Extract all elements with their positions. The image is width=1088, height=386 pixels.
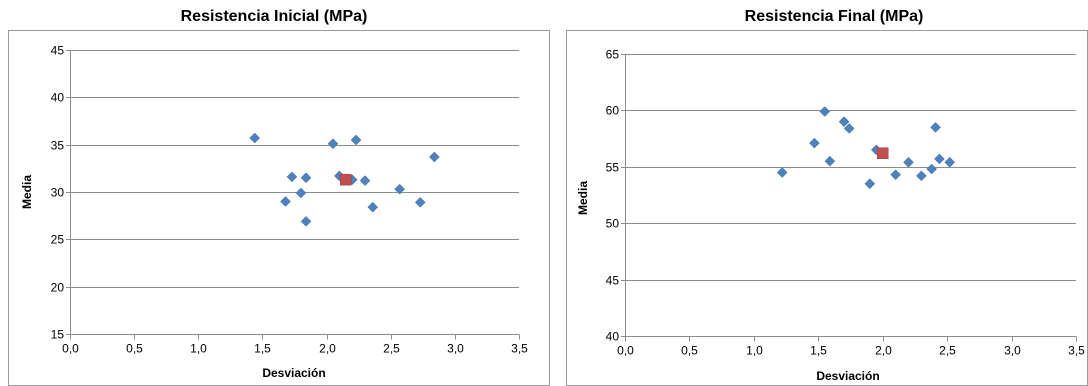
data-point [916,170,927,182]
data-point [809,137,820,149]
data-point [926,163,938,175]
x-tick-label: 1,5 [810,344,827,358]
chart-resistencia-inicial: Resistencia Inicial (MPa) 15 20 25 30 35 40 45… [8,8,550,386]
x-tick-label: 0,5 [126,342,143,356]
y-tick-label: 40 [606,330,620,344]
x-tick-label: 0,0 [617,344,634,358]
y-tick-label: 45 [606,274,620,288]
data-point [350,134,362,146]
chart-frame [8,30,550,386]
mean-point [876,147,889,160]
data-point [394,183,406,195]
data-point [280,196,291,207]
data-point [930,121,941,133]
data-point [824,155,836,167]
y-tick-label: 50 [606,217,620,231]
x-axis-title: Desviación [816,369,879,383]
x-tick-label: 1,0 [746,344,763,358]
data-point [838,116,850,128]
data-point [944,156,956,168]
x-tick-label: 1,0 [190,342,207,356]
data-point [300,215,312,227]
x-tick-label: 0,5 [681,344,698,358]
data-point [819,106,831,117]
y-tick-label: 60 [606,104,620,118]
data-point [428,151,440,163]
x-tick-label: 2,5 [383,342,400,356]
chart-title: Resistencia Final (MPa) [745,8,924,25]
data-point [295,187,307,199]
data-point [843,123,855,134]
data-point [890,169,901,181]
x-tick-label: 1,5 [254,342,271,356]
y-axis-title: Media [576,181,590,215]
data-point [327,138,339,150]
chart-resistencia-final: Resistencia Final (MPa) 40 45 50 55 60 65 0,0 0… [566,8,1088,386]
x-tick-label: 2,0 [319,342,336,356]
y-tick-label: 55 [606,161,620,175]
x-tick-label: 3,0 [447,342,464,356]
y-tick-label: 15 [51,328,65,342]
x-tick-label: 2,0 [875,344,892,358]
y-tick-label: 40 [51,91,65,105]
x-tick-label: 3,5 [1068,344,1085,358]
y-axis-title: Media [20,175,34,209]
data-point [934,153,945,165]
y-tick-label: 20 [51,281,65,295]
x-tick-label: 2,5 [939,344,956,358]
plot-area: 40 45 50 55 60 65 0,0 0,5 1,0 1,5 2,0 2,5 3,0 3,5 [606,48,1086,358]
chart-title: Resistencia Inicial (MPa) [181,8,368,25]
x-tick-label: 3,5 [511,342,528,356]
chart-frame [566,30,1088,386]
x-tick-label: 0,0 [62,342,79,356]
data-point [300,172,312,184]
y-tick-label: 45 [51,44,65,58]
data-point [359,175,371,186]
y-tick-label: 35 [51,139,65,153]
data-point [776,167,788,178]
y-tick-label: 25 [51,233,65,247]
data-point [286,171,298,183]
y-tick-label: 65 [606,48,620,62]
data-point [903,156,914,168]
x-axis-title: Desviación [262,366,325,380]
mean-point [340,173,352,186]
data-point [864,178,876,190]
data-point [414,197,426,208]
plot-area: 15 20 25 30 35 40 45 0,0 0,5 1,0 1,5 2,0 2,5 3,0 3,5 [51,44,529,356]
y-tick-label: 30 [51,186,65,200]
data-point [249,132,261,144]
data-point [367,201,379,213]
x-tick-label: 3,0 [1004,344,1021,358]
